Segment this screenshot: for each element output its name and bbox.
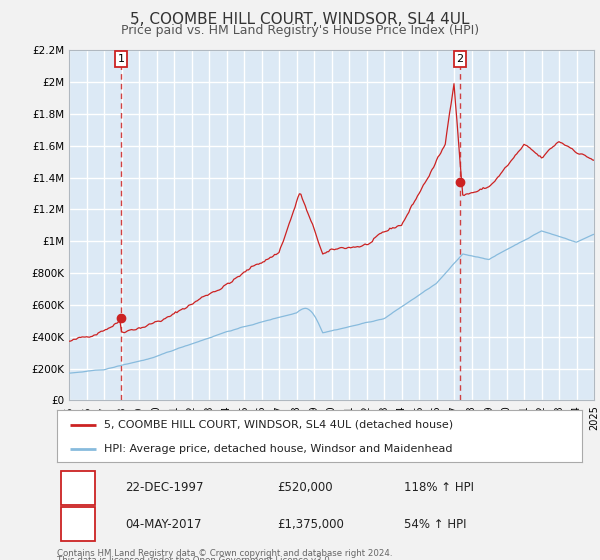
Text: 5, COOMBE HILL COURT, WINDSOR, SL4 4UL (detached house): 5, COOMBE HILL COURT, WINDSOR, SL4 4UL (… [104,419,454,430]
Text: 54% ↑ HPI: 54% ↑ HPI [404,517,466,531]
Text: 1: 1 [74,481,82,494]
Text: This data is licensed under the Open Government Licence v3.0.: This data is licensed under the Open Gov… [57,556,332,560]
Text: 2: 2 [457,54,464,64]
Text: Price paid vs. HM Land Registry's House Price Index (HPI): Price paid vs. HM Land Registry's House … [121,24,479,36]
Text: 2: 2 [74,517,82,531]
Text: 1: 1 [118,54,124,64]
Text: HPI: Average price, detached house, Windsor and Maidenhead: HPI: Average price, detached house, Wind… [104,444,453,454]
Text: 04-MAY-2017: 04-MAY-2017 [125,517,202,531]
Text: £1,375,000: £1,375,000 [277,517,344,531]
Text: £520,000: £520,000 [277,481,333,494]
Text: 118% ↑ HPI: 118% ↑ HPI [404,481,473,494]
Text: Contains HM Land Registry data © Crown copyright and database right 2024.: Contains HM Land Registry data © Crown c… [57,549,392,558]
Text: 22-DEC-1997: 22-DEC-1997 [125,481,204,494]
Text: 5, COOMBE HILL COURT, WINDSOR, SL4 4UL: 5, COOMBE HILL COURT, WINDSOR, SL4 4UL [130,12,470,27]
FancyBboxPatch shape [61,507,95,541]
FancyBboxPatch shape [61,471,95,505]
